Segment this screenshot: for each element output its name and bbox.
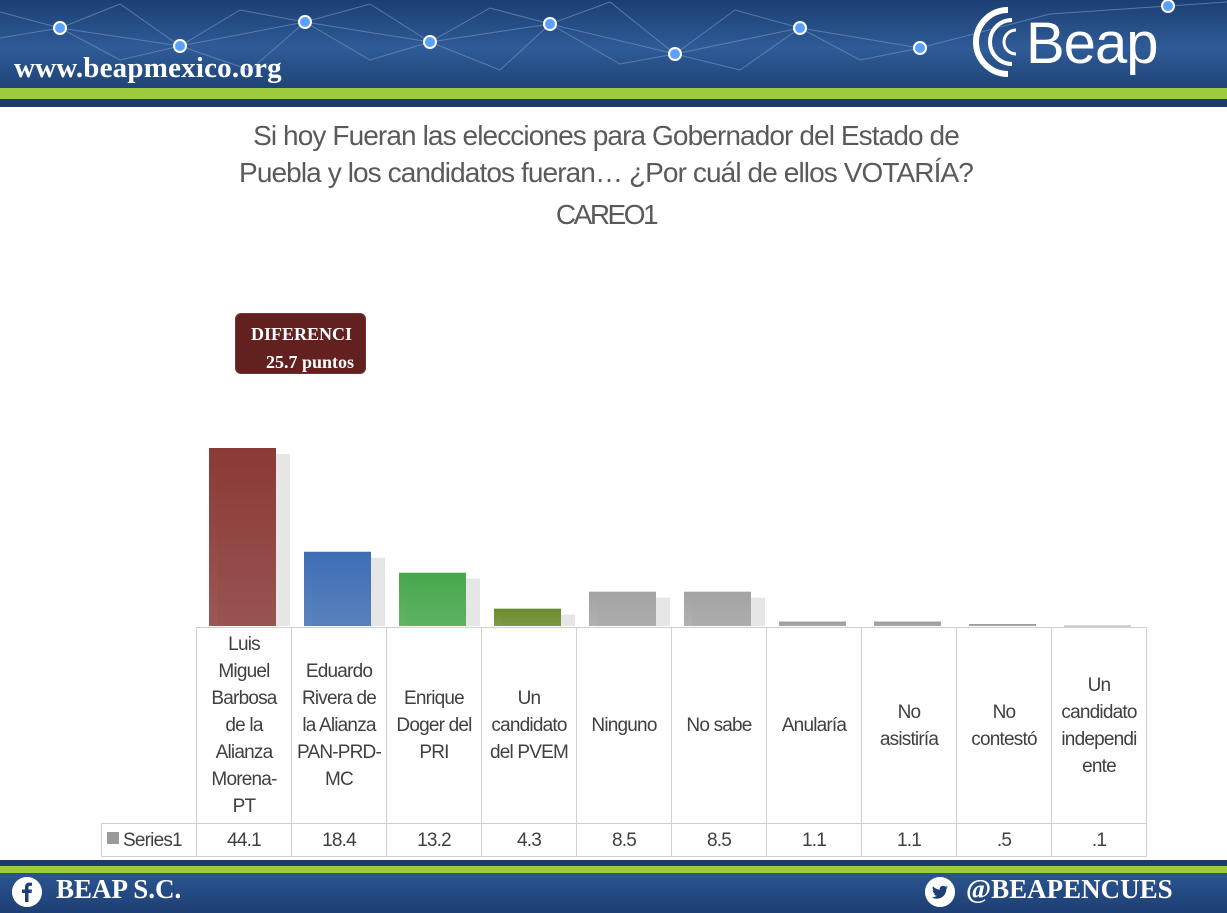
category-label-line: Luis [228,634,260,655]
category-label-line: No sabe [686,715,752,736]
bar [494,608,561,626]
category-label-line: candidato [491,715,567,736]
value-label: 44.1 [196,823,292,857]
category-label-line: Alianza [215,742,274,763]
category-label-line: Barbosa [211,688,277,709]
category-label-line: ente [1082,755,1117,777]
bar-chart [209,448,1131,627]
value-label: 13.2 [386,823,482,857]
category-label: Un candidato independi ente [1051,627,1147,824]
category-label-line: PRI [419,742,449,763]
bar [684,591,751,626]
category-label: No contestó [956,627,1052,824]
twitter-icon[interactable] [925,877,955,907]
header-banner [0,0,1227,107]
category-label-line: del PVEM [489,742,569,763]
logo-text: Beap [1026,11,1158,76]
category-label: Un candidato del PVEM [481,627,577,824]
facebook-icon[interactable] [12,877,42,907]
header-green-stripe [0,88,1227,99]
difference-callout: DIFERENCI 25.7 puntos [235,313,366,374]
category-label-line: independi [1061,728,1137,750]
category-label-line: la Alianza [302,715,376,736]
site-url: www.beapmexico.org [14,52,282,84]
header-navy-stripe [0,99,1227,107]
value-label: 18.4 [291,823,387,857]
table-corner [102,628,197,824]
footer-brand: BEAP S.C. [56,874,182,904]
footer-banner [0,860,1227,913]
chart-subtitle: CAREO1 [555,199,659,230]
callout-value: 25.7 puntos [266,352,355,372]
bar [1064,625,1131,627]
category-label: Ninguno [576,627,672,824]
footer-navy-stripe [0,860,1227,866]
footer-green-stripe [0,866,1227,873]
series-swatch [107,832,119,845]
category-label: No sabe [671,627,767,824]
category-label-line: Morena- [211,769,277,790]
category-label-line: Rivera de [301,688,377,709]
footer-twitter-handle: @BEAPENCUES [966,874,1173,904]
beap-logo [973,7,1017,77]
category-label: Anularía [766,627,862,824]
bar [874,621,941,626]
header-background [0,0,1227,88]
value-label: 1.1 [861,823,957,857]
bar [304,551,371,626]
value-label: 8.5 [576,823,672,857]
network-decoration [0,0,1227,71]
data-table: Luis Miguel Barbosa de la Alianza Morena- PT Ed… [101,627,1147,857]
chart-title: Si hoy Fueran las elecciones para Gobern… [150,117,1062,191]
category-label-line: Ninguno [591,715,657,736]
category-label-line: MC [325,769,354,790]
category-label-line: Un [517,688,542,709]
category-label-line: contestó [971,728,1037,750]
category-label-line: asistiría [879,728,939,750]
category-label: Enrique Doger del PRI [386,627,482,824]
value-row: Series1 44.1 18.4 13.2 4.3 8.5 8.5 1.1 1.1.5.1 [101,823,1147,857]
category-label-line: de la [225,715,263,736]
value-label: .5 [956,823,1052,857]
category-label-line: Un [1087,674,1112,696]
category-label: Luis Miguel Barbosa de la Alianza Morena- PT [196,627,292,824]
category-label-line: candidato [1061,701,1137,723]
category-label-line: Doger del [396,715,472,736]
category-label-line: Enrique [404,688,465,709]
category-label-line: No [992,701,1017,723]
value-label: 1.1 [766,823,862,857]
category-row: Luis Miguel Barbosa de la Alianza Morena- PT Ed… [102,627,1147,824]
category-label-line: Miguel [218,661,270,682]
category-label: Eduardo Rivera de la Alianza PAN-PRD- MC [291,627,387,824]
value-label: 4.3 [481,823,577,857]
category-label-line: No [897,701,922,723]
category-label: No asistiría [861,627,957,824]
bar [779,621,846,626]
category-label-line: PT [232,796,256,817]
category-label-line: Eduardo [305,661,373,682]
callout-label: DIFERENCI [251,324,353,344]
chart-title-line: Puebla y los candidatos fueran… ¿Por cuá… [239,157,974,188]
bar [589,591,656,626]
bar [209,448,276,626]
chart-title-line: Si hoy Fueran las elecciones para Gobern… [253,120,960,151]
footer-background [0,873,1227,913]
category-label-line: PAN-PRD- [296,742,382,763]
category-label-line: Anularía [781,715,847,736]
bar [399,572,466,626]
bar [969,623,1036,626]
series-name: Series1 [123,829,183,851]
series-legend: Series1 [101,823,197,857]
value-label: 8.5 [671,823,767,857]
value-label: .1 [1051,823,1147,857]
